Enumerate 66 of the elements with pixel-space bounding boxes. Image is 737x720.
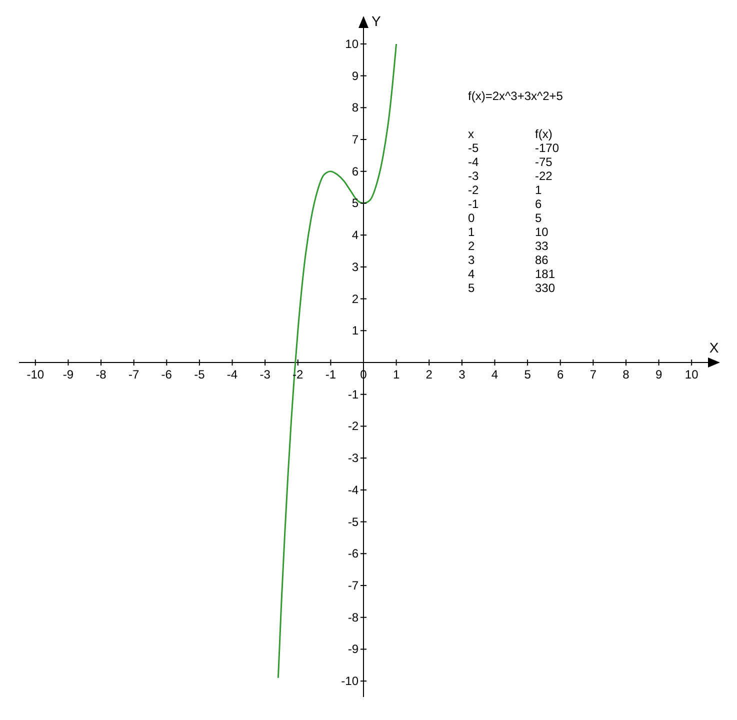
- annotation: 2: [468, 239, 475, 253]
- annotation: -3: [468, 169, 479, 183]
- annotation: 330: [535, 281, 556, 295]
- x-tick-label: -10: [26, 368, 44, 382]
- y-tick-label: -10: [341, 674, 359, 688]
- y-axis-title: Y: [372, 13, 382, 29]
- x-tick-label: -4: [226, 368, 238, 382]
- x-tick-label: -9: [62, 368, 74, 382]
- annotation: 1: [468, 225, 475, 239]
- x-tick-label: 7: [590, 368, 597, 382]
- annotation: f(x): [535, 127, 552, 141]
- x-tick-label: 8: [622, 368, 630, 382]
- annotation: -1: [468, 197, 479, 211]
- annotation: -22: [535, 169, 553, 183]
- y-tick-label: 10: [345, 36, 359, 51]
- y-tick-label: -1: [348, 387, 359, 402]
- y-tick-label: -7: [348, 578, 359, 592]
- x-tick-label: -6: [161, 368, 172, 382]
- x-tick-label: 2: [426, 368, 433, 382]
- y-tick-label: 5: [352, 196, 359, 210]
- annotation: 86: [535, 253, 549, 267]
- annotation: -2: [468, 183, 479, 197]
- annotation: 4: [468, 267, 475, 281]
- annotation: 181: [535, 267, 556, 281]
- y-tick-label: 4: [352, 228, 359, 242]
- y-tick-label: 9: [352, 68, 359, 83]
- annotation: x: [468, 127, 474, 141]
- y-tick-label: -5: [348, 514, 359, 529]
- x-tick-label: 10: [684, 368, 699, 382]
- annotation: 3: [468, 253, 475, 267]
- x-tick-label: -1: [325, 368, 336, 382]
- annotation: -170: [535, 141, 560, 155]
- y-tick-label: 2: [352, 292, 359, 306]
- annotation: 1: [535, 183, 542, 197]
- y-tick-label: -2: [348, 419, 359, 434]
- annotation: 10: [535, 225, 549, 239]
- x-tick-label: -3: [260, 368, 271, 382]
- x-tick-label: 9: [655, 368, 662, 382]
- y-tick-label: 1: [352, 324, 359, 338]
- annotation: 33: [535, 239, 549, 253]
- y-tick-label: -9: [348, 642, 359, 656]
- x-tick-label: -8: [96, 368, 107, 382]
- y-tick-label: -8: [348, 610, 359, 624]
- x-tick-label: -7: [128, 368, 140, 382]
- x-tick-label: 5: [524, 368, 532, 382]
- x-tick-label: 4: [491, 368, 498, 382]
- y-tick-label: -3: [348, 451, 359, 466]
- x-tick-label: 1: [392, 368, 400, 382]
- annotation: -75: [535, 155, 553, 169]
- annotation: 5: [468, 281, 475, 295]
- annotation: 6: [535, 197, 542, 211]
- y-tick-label: 7: [352, 132, 359, 146]
- y-tick-label: -6: [348, 546, 359, 561]
- annotation: -4: [468, 155, 479, 169]
- annotation: 5: [535, 211, 542, 225]
- x-tick-label: 3: [458, 368, 466, 382]
- annotation: 0: [468, 211, 475, 225]
- annotation: -5: [468, 141, 479, 155]
- x-tick-label: -5: [194, 368, 206, 382]
- y-tick-label: -4: [348, 482, 359, 497]
- y-tick-label: 3: [352, 260, 359, 274]
- x-tick-label: 6: [557, 368, 564, 382]
- x-axis-title: X: [709, 340, 720, 356]
- annotation: f(x)=2x^3+3x^2+5: [468, 89, 564, 103]
- y-tick-label: 8: [352, 100, 359, 115]
- y-tick-label: 6: [352, 164, 359, 178]
